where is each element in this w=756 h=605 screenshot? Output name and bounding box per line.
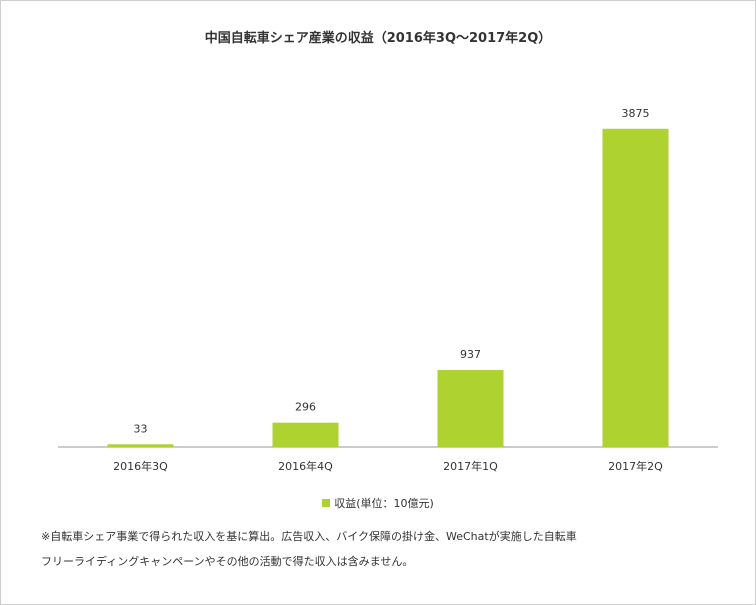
legend: 収益(単位：10億元) [1, 495, 755, 511]
legend-label: 収益(単位：10億元) [334, 497, 434, 510]
data-label: 33 [134, 422, 148, 435]
data-label: 3875 [622, 107, 650, 120]
x-tick-label: 2016年4Q [278, 459, 333, 473]
bar-2016年4Q [272, 422, 339, 447]
x-tick-label: 2017年1Q [443, 459, 498, 473]
footnote-line-1: ※自転車シェア事業で得られた収入を基に算出。広告収入、バイク保障の掛け金、WeC… [41, 530, 577, 543]
data-label: 296 [295, 401, 316, 414]
data-label: 937 [460, 348, 481, 361]
footnote-line-2: フリーライディングキャンペーンやその他の活動で得た収入は含みません。 [41, 555, 414, 568]
bar-2016年3Q [107, 444, 174, 447]
x-tick-label: 2017年2Q [608, 459, 663, 473]
chart-title: 中国自転車シェア産業の収益（2016年3Q～2017年2Q） [204, 31, 552, 46]
bars-layer: 33 2016年3Q 296 2016年4Q 937 2017年1Q 3875 2017年2Q [107, 107, 669, 473]
legend-swatch [322, 499, 331, 507]
bar-2017年1Q [437, 370, 504, 447]
bar-2017年2Q [602, 128, 669, 447]
x-tick-label: 2016年3Q [113, 459, 168, 473]
